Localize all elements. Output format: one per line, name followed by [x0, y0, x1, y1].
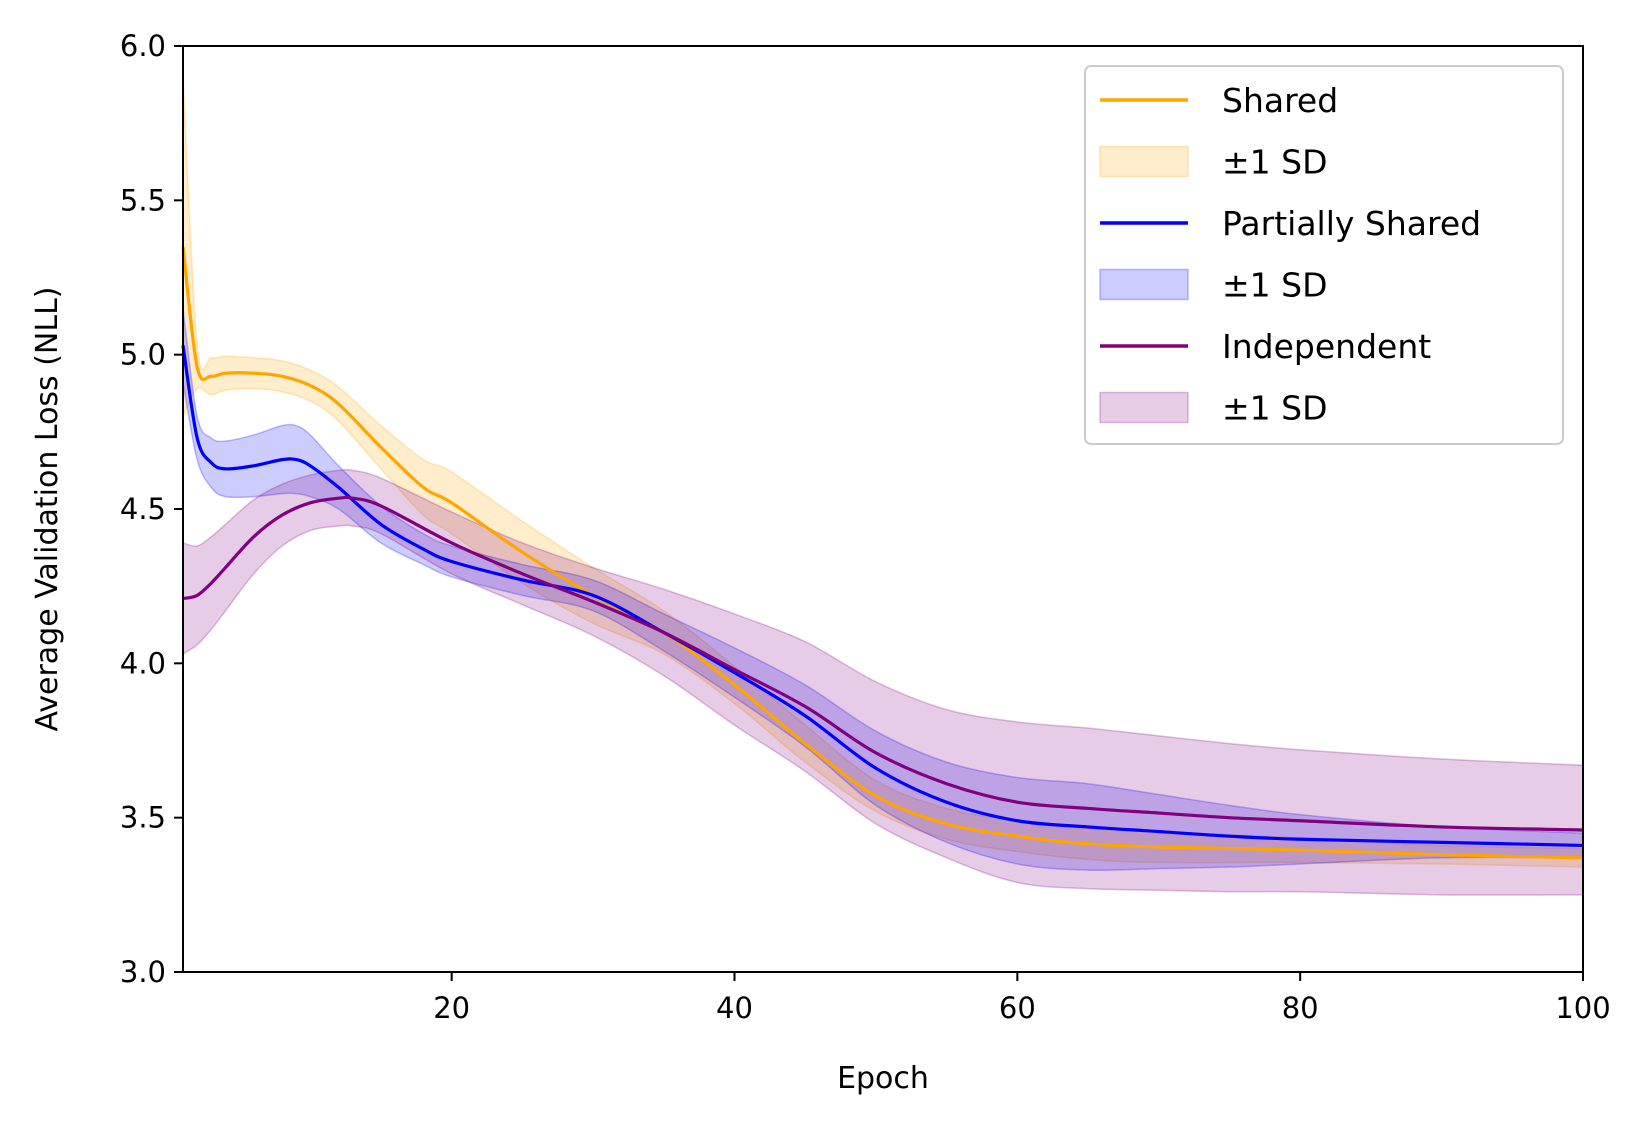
y-tick-label: 5.0: [120, 338, 166, 372]
legend-swatch-independent-sd: [1099, 391, 1189, 424]
x-axis-ticks: 20 40 60 80 100: [433, 972, 1611, 1025]
line-partially-shared: [181, 345, 1584, 848]
legend-swatch-partially-shared-sd: [1099, 268, 1189, 301]
y-tick-label: 3.0: [120, 955, 166, 989]
x-tick-label: 60: [999, 991, 1036, 1025]
legend-label-partially-shared-sd: ±1 SD: [1222, 266, 1328, 305]
legend-label-partially-shared: Partially Shared: [1222, 204, 1481, 243]
y-tick-label: 6.0: [120, 29, 166, 63]
x-tick-label: 20: [433, 991, 470, 1025]
legend-box: [1084, 65, 1564, 445]
series-lines: [181, 246, 1584, 860]
legend-label-shared-sd: ±1 SD: [1222, 143, 1328, 182]
y-axis-ticks: 3.0 3.5 4.0 4.5 5.0 5.5 6.0: [120, 29, 183, 989]
legend-label-shared: Shared: [1222, 81, 1338, 120]
x-axis-label: Epoch: [837, 1061, 929, 1096]
legend-swatch-shared-sd: [1099, 145, 1189, 178]
x-tick-label: 40: [716, 991, 753, 1025]
y-tick-label: 5.5: [120, 183, 166, 217]
y-tick-label: 4.0: [120, 646, 166, 680]
legend-label-independent: Independent: [1222, 327, 1431, 366]
y-tick-label: 3.5: [120, 801, 166, 835]
x-tick-label: 100: [1555, 991, 1610, 1025]
x-tick-label: 80: [1282, 991, 1319, 1025]
y-axis-label: Average Validation Loss (NLL): [30, 286, 65, 731]
sd-band-independent: [182, 468, 1584, 896]
legend-label-independent-sd: ±1 SD: [1222, 389, 1328, 428]
y-tick-label: 4.5: [120, 492, 166, 526]
legend: Shared ±1 SD Partially Shared ±1 SD Independ…: [1084, 65, 1564, 445]
line-independent: [182, 495, 1584, 832]
sd-band-shared: [182, 76, 1584, 868]
